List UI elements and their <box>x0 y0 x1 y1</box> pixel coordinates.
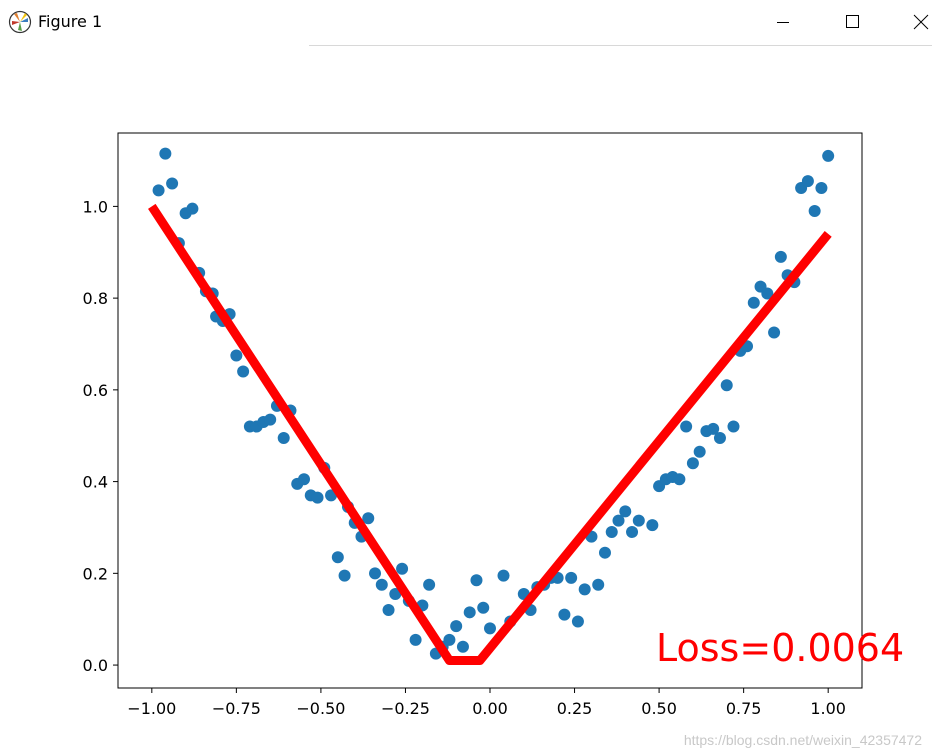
y-tick-label: 0.0 <box>83 656 108 675</box>
y-tick-label: 0.8 <box>83 289 108 308</box>
data-point <box>632 514 645 527</box>
x-tick-label: −0.25 <box>381 699 430 718</box>
data-point <box>331 551 344 564</box>
minimize-button[interactable] <box>760 0 806 44</box>
y-tick-label: 0.4 <box>83 473 108 492</box>
data-point <box>409 633 422 646</box>
data-point <box>443 633 456 646</box>
data-point <box>686 457 699 470</box>
data-point <box>497 569 510 582</box>
minimize-icon <box>777 22 789 23</box>
data-point <box>159 147 172 160</box>
data-point <box>680 420 693 433</box>
y-tick-label: 0.6 <box>83 381 108 400</box>
data-point <box>311 491 324 504</box>
data-point <box>801 175 814 188</box>
title-bar: Figure 1 <box>0 0 932 46</box>
data-point <box>558 608 571 621</box>
data-point <box>578 583 591 596</box>
close-icon <box>913 14 929 30</box>
data-point <box>605 526 618 539</box>
data-point <box>713 432 726 445</box>
data-point <box>761 287 774 300</box>
data-point <box>423 578 436 591</box>
data-point <box>673 473 686 486</box>
data-point <box>484 622 496 635</box>
fit-line <box>148 203 832 665</box>
data-point <box>362 512 375 525</box>
figure-canvas: −1.00 −0.75 −0.50 −0.25 0.00 0.25 0.50 0.75 1.00… <box>0 47 932 756</box>
data-point <box>808 204 821 217</box>
data-point <box>389 587 402 600</box>
axes-frame <box>117 132 863 689</box>
data-point <box>463 606 476 619</box>
y-tick-label: 0.2 <box>83 564 108 583</box>
data-point <box>382 604 395 617</box>
data-point <box>707 422 720 435</box>
data-point <box>571 615 584 628</box>
x-tick-label: −0.75 <box>212 699 261 718</box>
matplotlib-icon[interactable] <box>8 10 32 34</box>
window-title: Figure 1 <box>38 12 103 31</box>
x-tick-label: 0.25 <box>557 699 593 718</box>
data-point <box>612 514 625 527</box>
data-point <box>598 546 611 559</box>
data-point <box>396 562 409 575</box>
x-tick-label: −0.50 <box>296 699 345 718</box>
data-point <box>152 184 165 197</box>
maximize-button[interactable] <box>829 0 875 44</box>
data-point <box>230 349 243 362</box>
data-point <box>619 505 632 518</box>
data-point <box>264 413 277 426</box>
data-point <box>774 250 787 263</box>
data-point <box>338 569 351 582</box>
watermark: https://blog.csdn.net/weixin_42357472 <box>683 732 922 748</box>
data-point <box>456 640 469 653</box>
plot-canvas: −1.00 −0.75 −0.50 −0.25 0.00 0.25 0.50 0.75 1.00… <box>83 132 863 718</box>
data-point <box>747 296 760 309</box>
maximize-icon <box>846 15 859 28</box>
data-point <box>450 620 463 633</box>
data-point <box>477 601 490 614</box>
x-tick-label: 0.00 <box>472 699 508 718</box>
data-point <box>815 182 828 195</box>
data-point <box>565 571 578 584</box>
data-point <box>626 526 639 539</box>
close-button[interactable] <box>898 0 932 44</box>
data-point <box>277 432 290 445</box>
data-point <box>693 445 706 458</box>
data-point <box>727 420 740 433</box>
toolbar-divider <box>309 45 932 46</box>
data-point <box>237 365 250 378</box>
data-point <box>375 578 388 591</box>
data-point <box>369 567 382 580</box>
x-tick-label: 1.00 <box>810 699 846 718</box>
x-tick-label: 0.75 <box>726 699 762 718</box>
data-point <box>646 519 659 532</box>
data-point <box>720 379 733 392</box>
data-point <box>186 202 199 215</box>
x-tick-label: 0.50 <box>641 699 677 718</box>
data-point <box>822 149 835 162</box>
data-point <box>298 473 310 486</box>
data-point <box>768 326 781 339</box>
x-tick-label: −1.00 <box>127 699 176 718</box>
data-point <box>166 177 179 190</box>
data-point <box>592 578 605 591</box>
y-tick-label: 1.0 <box>83 197 108 216</box>
data-point <box>470 574 483 587</box>
loss-annotation: Loss=0.0064 <box>656 626 905 670</box>
